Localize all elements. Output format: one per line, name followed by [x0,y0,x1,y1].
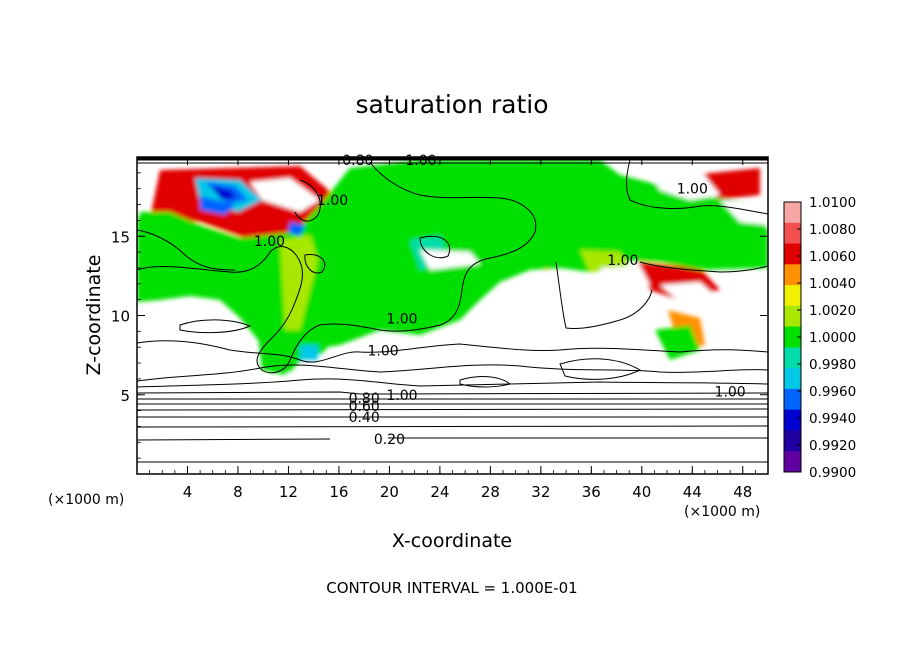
contour-label: 0.60 [349,399,380,415]
x-tick-label: 36 [582,483,601,501]
colorbar: 1.0100 1.0080 1.0060 1.0040 1.0020 1.0000 0.99… [783,195,856,481]
contour-labels: 0.200.400.600.80 1.00 1.001.001.001.001.00… [254,153,746,448]
contour-label: 1.00 [368,343,399,359]
colorbar-swatch [784,451,801,473]
colorbar-label: 1.0040 [809,276,856,292]
x-axis-ticks: 4 8 12 16 20 24 28 32 36 40 44 48 [149,157,756,501]
x-tick-label: 4 [183,483,193,501]
contour-interval-note: CONTOUR INTERVAL = 1.000E-01 [326,579,577,597]
colorbar-label: 1.0020 [809,303,856,319]
colorbar-swatch [784,326,801,348]
colorbar-label: 0.9900 [809,465,856,481]
y-tick-label: 5 [120,387,130,405]
colorbar-swatch [784,409,801,431]
plot-area [137,157,768,474]
colorbar-swatch [784,202,801,224]
contour-label: 1.00 [386,312,417,328]
contour-label: 0.80 [342,153,373,169]
x-unit-right: (×1000 m) [684,504,760,520]
colorbar-label: 1.0000 [809,330,856,346]
x-tick-label: 12 [279,483,298,501]
colorbar-swatch [784,264,801,286]
colorbar-swatch [784,368,801,390]
colorbar-label: 1.0080 [809,222,856,238]
colorbar-label: 1.0100 [809,195,856,211]
colorbar-swatch [784,243,801,265]
x-axis-label: X-coordinate [392,530,512,552]
colorbar-swatch [784,305,801,328]
colorbar-label: 0.9960 [809,384,856,400]
x-tick-label: 16 [329,483,348,501]
colorbar-swatch [784,388,801,411]
colorbar-label: 1.0060 [809,249,856,265]
contour-label: 0.40 [349,410,380,426]
contour-label: 1.00 [607,253,638,269]
y-tick-label: 10 [111,308,130,326]
x-tick-label: 48 [733,483,752,501]
y-axis-label: Z-coordinate [83,255,105,376]
y-tick-label: 15 [111,228,130,246]
contour-label: 1.00 [254,234,285,250]
contour-label: 1.00 [386,388,417,404]
contour-label: 0.80 [349,391,380,407]
colorbar-swatch [784,347,801,369]
x-tick-label: 28 [481,483,500,501]
contour-label: 1.00 [715,385,746,401]
y-axis-ticks: 5 10 15 [111,172,768,459]
x-tick-label: 8 [233,483,243,501]
x-tick-label: 44 [683,483,702,501]
contour-label: 1.00 [317,193,348,209]
x-tick-label: 24 [430,483,449,501]
contour-label: 1.00 [677,182,708,198]
colorbar-label: 0.9980 [809,357,856,373]
x-tick-label: 40 [632,483,651,501]
x-tick-label: 20 [380,483,399,501]
colorbar-swatch [784,222,801,245]
chart-title: saturation ratio [355,90,548,119]
colorbar-swatch [784,285,801,307]
contour-label: 0.20 [374,432,405,448]
colorbar-label: 0.9920 [809,438,856,454]
colorbar-label: 0.9940 [809,411,856,427]
x-unit-left: (×1000 m) [48,492,124,508]
contour-label: 1.00 [405,153,436,169]
x-tick-label: 32 [531,483,550,501]
colorbar-swatch [784,430,801,452]
